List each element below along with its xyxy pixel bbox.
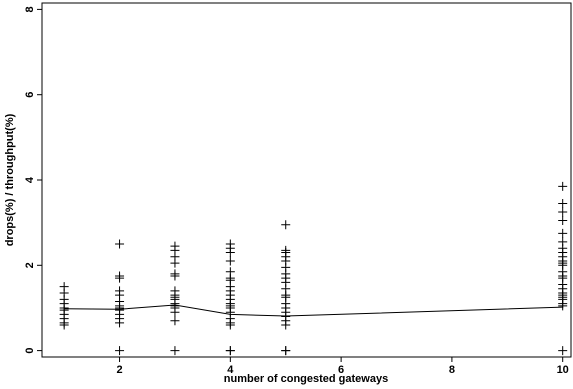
data-point xyxy=(558,198,568,208)
y-tick-label: 6 xyxy=(24,92,36,98)
x-tick-label: 6 xyxy=(338,364,344,376)
plot-frame xyxy=(41,2,572,358)
x-tick-label: 10 xyxy=(557,364,569,376)
y-axis-ticks: 0 2 4 6 8 xyxy=(24,6,42,354)
data-point xyxy=(281,220,291,230)
x-tick-label: 8 xyxy=(449,364,455,376)
y-tick-label: 2 xyxy=(24,262,36,268)
y-axis-label: drops(%) / throughput(%) xyxy=(4,113,16,246)
data-point xyxy=(225,346,235,356)
mean-line xyxy=(64,304,563,317)
x-axis-ticks: 2 4 6 8 10 xyxy=(116,357,569,376)
data-point xyxy=(170,316,180,326)
x-tick-label: 4 xyxy=(227,364,234,376)
x-tick-label: 2 xyxy=(116,364,122,376)
data-point xyxy=(558,301,568,311)
x-axis-label: number of congested gateways xyxy=(224,373,388,385)
data-point xyxy=(59,320,69,330)
y-tick-label: 8 xyxy=(24,6,36,12)
data-point xyxy=(225,256,235,266)
data-point xyxy=(115,239,125,249)
data-point xyxy=(225,248,235,258)
data-point xyxy=(558,181,568,191)
data-point xyxy=(558,216,568,226)
data-point xyxy=(558,346,568,356)
data-point xyxy=(170,258,180,268)
data-point xyxy=(170,271,180,281)
data-point xyxy=(170,346,180,356)
y-tick-label: 0 xyxy=(24,348,36,354)
data-point xyxy=(115,318,125,328)
data-point xyxy=(558,228,568,238)
data-point xyxy=(115,346,125,356)
data-point xyxy=(558,207,568,217)
data-point xyxy=(281,346,291,356)
scatter-series xyxy=(59,181,568,356)
data-point xyxy=(170,307,180,317)
y-tick-label: 4 xyxy=(24,176,36,183)
data-point xyxy=(115,273,125,283)
data-point xyxy=(225,320,235,330)
data-point xyxy=(281,320,291,330)
